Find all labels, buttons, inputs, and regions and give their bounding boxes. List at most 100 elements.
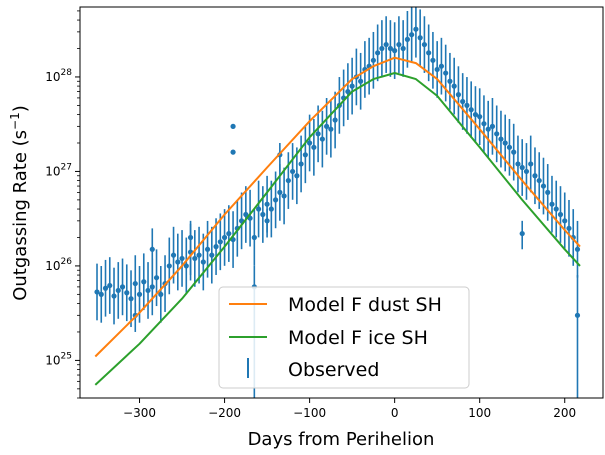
observed-point <box>264 218 270 224</box>
plot-content <box>94 7 581 398</box>
observed-point <box>536 177 542 184</box>
observed-point <box>311 144 317 150</box>
x-axis: −300 −200 −100 0 100 200 <box>123 398 576 420</box>
observed-point <box>472 111 479 118</box>
observed-point <box>175 259 181 265</box>
observed-point <box>553 206 559 212</box>
observed-point <box>566 225 572 231</box>
observed-point <box>430 57 436 63</box>
observed-point <box>115 287 121 294</box>
observed-point <box>272 197 279 203</box>
observed-point <box>255 206 262 212</box>
observed-point <box>102 285 109 291</box>
observed-point <box>498 136 504 142</box>
observed-point <box>515 161 521 167</box>
observed-point <box>421 41 428 48</box>
observed-point <box>302 152 308 158</box>
observed-point <box>98 291 104 297</box>
y-tick-label: 1028 <box>45 68 72 84</box>
observed-point <box>149 246 155 252</box>
observed-point <box>379 45 385 52</box>
x-tick-label: 0 <box>391 406 399 420</box>
observed-point <box>523 168 530 175</box>
observed-point <box>324 123 330 129</box>
observed-point <box>204 246 211 252</box>
observed-point <box>230 123 236 129</box>
observed-point <box>460 98 466 105</box>
x-tick-label: 100 <box>468 406 491 420</box>
observed-point <box>230 149 236 155</box>
observed-point <box>528 161 534 167</box>
observed-point <box>375 50 381 56</box>
observed-point <box>290 168 296 175</box>
observed-point <box>502 140 508 146</box>
observed-point <box>511 149 517 155</box>
observed-point <box>413 26 419 32</box>
legend-label-ice: Model F ice SH <box>288 327 428 349</box>
observed-point <box>213 244 219 250</box>
observed-point <box>268 206 274 212</box>
observed-point <box>370 57 376 63</box>
observed-point <box>349 83 355 89</box>
observed-point <box>404 36 411 42</box>
observed-point <box>481 121 487 127</box>
observed-point <box>328 126 334 132</box>
observed-point <box>132 280 138 287</box>
observed-point <box>294 173 300 179</box>
observed-point <box>319 136 325 142</box>
observed-point <box>141 279 147 285</box>
legend-label-observed: Observed <box>288 359 379 381</box>
observed-point <box>226 230 232 237</box>
observed-point <box>243 211 249 218</box>
y-axis-label: Outgassing Rate (s−1) <box>8 105 31 301</box>
observed-point <box>434 66 440 73</box>
observed-point <box>345 88 351 95</box>
observed-point <box>519 230 525 237</box>
observed-point <box>260 211 266 218</box>
y-axis: 1025 1026 1027 1028 <box>45 10 80 399</box>
observed-point <box>209 252 215 258</box>
legend: Model F dust SH Model F ice SH Observed <box>218 286 470 389</box>
legend-frame <box>218 286 470 389</box>
observed-point <box>489 123 496 129</box>
observed-point <box>443 70 449 76</box>
observed-point <box>392 48 398 54</box>
observed-point <box>400 45 406 52</box>
observed-point <box>94 289 100 295</box>
x-tick-label: 200 <box>553 406 576 420</box>
observed-point <box>281 193 287 199</box>
observed-point <box>494 131 500 137</box>
observed-point <box>387 45 393 52</box>
observed-point <box>196 252 202 258</box>
observed-point <box>128 296 134 302</box>
y-tick-label: 1025 <box>45 351 72 367</box>
observed-point <box>200 259 206 265</box>
x-tick-label: −200 <box>208 406 241 420</box>
y-tick-label: 1026 <box>45 257 72 273</box>
observed-point <box>158 291 164 297</box>
observed-point <box>107 282 113 289</box>
observed-point <box>285 177 291 184</box>
observed-point <box>562 218 568 224</box>
observed-point <box>315 131 321 137</box>
observed-point <box>170 252 177 258</box>
observed-point <box>307 140 313 146</box>
observed-point <box>124 290 130 296</box>
observed-point <box>145 287 151 294</box>
observed-point <box>217 239 223 245</box>
observed-point <box>464 102 470 108</box>
observed-point <box>468 107 474 113</box>
observed-point <box>438 63 445 69</box>
x-tick-label: −100 <box>293 406 326 420</box>
observed-point <box>417 35 423 41</box>
observed-point <box>455 92 462 98</box>
observed-point <box>332 117 338 123</box>
series-line-ice <box>94 72 581 386</box>
observed-point <box>532 173 538 179</box>
observed-point <box>187 234 194 241</box>
x-axis-label: Days from Perihelion <box>248 429 435 450</box>
observed-point <box>179 255 185 262</box>
observed-point <box>574 246 581 252</box>
plot-frame <box>79 6 604 399</box>
